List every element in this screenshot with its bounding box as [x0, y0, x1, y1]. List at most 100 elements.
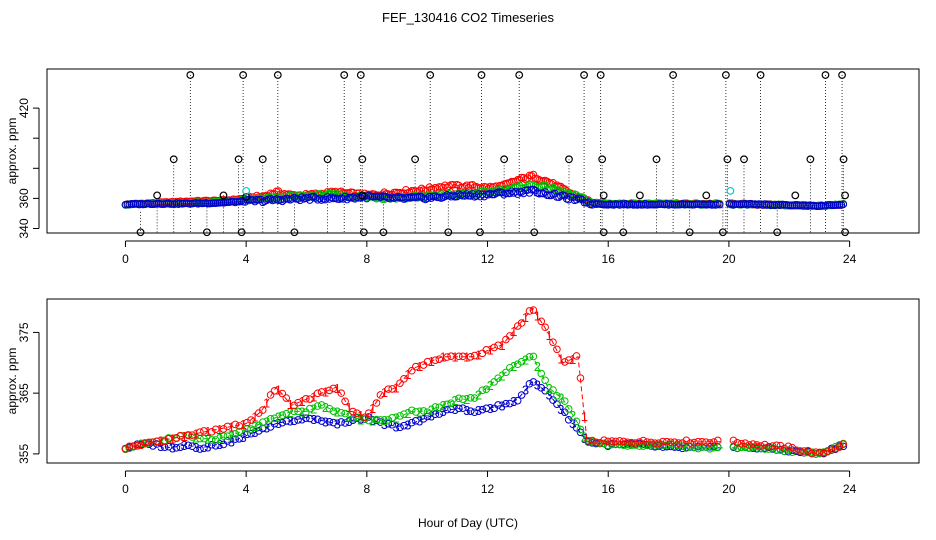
- series-1-point: [282, 394, 291, 402]
- series-1-digit: 1: [557, 352, 564, 367]
- series-1-point: [235, 422, 244, 430]
- series-3-digit: 3: [463, 403, 470, 418]
- series-3-point: [339, 195, 347, 203]
- outlier-point: [756, 71, 765, 79]
- series-2-digit: 2: [463, 392, 470, 407]
- series-1-point: [541, 323, 549, 332]
- series-3-digit: 3: [157, 439, 164, 454]
- series-1-digit: 1: [369, 401, 376, 416]
- series-3-point: [513, 190, 522, 198]
- series-3-point: [276, 195, 285, 204]
- series-2-digit: 2: [416, 404, 423, 419]
- series-1-point: [184, 431, 193, 440]
- series-1-digit: 1: [392, 380, 399, 395]
- series-3-point: [480, 192, 489, 201]
- series-3-point: [315, 194, 324, 203]
- series-2-point: [435, 403, 444, 412]
- series-1-point: [784, 442, 793, 451]
- series-1-point: [772, 441, 781, 450]
- series-2-point: [137, 439, 145, 448]
- series-3-point: [243, 430, 251, 439]
- outlier-point: [839, 155, 848, 164]
- series-1-point: [337, 389, 345, 397]
- series-1-line: [125, 307, 723, 449]
- upper-panel: 0 4 8 12 16 20 24 340 360 420 approx. ppm: [5, 68, 920, 266]
- series-1-point: [808, 449, 816, 458]
- series-3-digit: 3: [251, 425, 258, 440]
- series-3-digit: 3: [487, 401, 494, 416]
- series-2-point: [247, 425, 255, 433]
- series-1-point: [698, 437, 706, 446]
- x-tick-label: 20: [722, 482, 736, 496]
- series-2-point: [407, 406, 416, 415]
- series-2-digit: 2: [251, 419, 258, 434]
- series-3-point: [255, 427, 263, 435]
- series-3-point: [164, 442, 173, 451]
- series-3-digit: 3: [287, 414, 294, 429]
- series-2-digit: 2: [334, 405, 341, 420]
- series-2-point: [231, 430, 240, 438]
- series-3-point: [233, 197, 242, 206]
- series-3-point: [419, 414, 428, 423]
- lower-y-axis-label: approx. ppm: [5, 348, 19, 415]
- series-1-point: [160, 437, 169, 446]
- series-1-point: [372, 399, 381, 407]
- series-2-point: [698, 443, 706, 451]
- series-3-digit: 3: [169, 440, 176, 455]
- series-2-point: [290, 407, 298, 416]
- series-2-point: [737, 443, 746, 452]
- series-3-digit: 3: [192, 440, 199, 455]
- series-3-digit: 3: [534, 378, 541, 393]
- y-tick-label: 375: [17, 322, 31, 342]
- series-1-point: [506, 332, 514, 340]
- series-2-point: [270, 414, 279, 423]
- series-3-point: [249, 196, 257, 204]
- series-3-point: [280, 195, 289, 204]
- outlier-point: [500, 155, 509, 164]
- series-3-point: [443, 405, 451, 414]
- series-3-digit: 3: [381, 417, 388, 432]
- series-1-point: [200, 427, 208, 435]
- series-1-digit: 1: [404, 367, 411, 382]
- series-2-point: [686, 442, 695, 451]
- series-1-point: [231, 420, 240, 429]
- series-2-point: [372, 415, 381, 424]
- series-3-point: [588, 201, 597, 209]
- series-1-point: [749, 440, 757, 448]
- series-3-point: [247, 429, 255, 438]
- series-2-point: [502, 368, 510, 377]
- series-2-point: [376, 416, 385, 424]
- series-2-digit: 2: [345, 409, 352, 424]
- y-tick-label: 340: [17, 218, 31, 238]
- series-2-point: [329, 407, 338, 415]
- series-2-digit: 2: [322, 400, 329, 415]
- series-1-point: [596, 439, 604, 447]
- outlier-point: [411, 155, 420, 164]
- series-1-point: [302, 394, 310, 403]
- series-3-point: [494, 401, 502, 409]
- series-2-point: [639, 442, 648, 450]
- outlier-point: [596, 71, 605, 79]
- series-1-point: [812, 448, 820, 456]
- series-3-point: [294, 195, 302, 203]
- outlier-point: [669, 71, 677, 79]
- series-3-point: [453, 192, 461, 201]
- series-1-point: [468, 180, 477, 189]
- series-1-point: [455, 352, 463, 361]
- series-1-digit: 1: [275, 383, 282, 398]
- series-1-point: [435, 355, 444, 363]
- x-axis-label: Hour of Day (UTC): [418, 516, 518, 530]
- outlier-point: [426, 71, 435, 79]
- series-1-point: [141, 439, 149, 447]
- series-3-point: [441, 192, 449, 201]
- series-1-digit: 1: [510, 324, 517, 339]
- series-2-point: [325, 404, 334, 413]
- series-3-point: [376, 193, 385, 201]
- outlier-point: [685, 228, 694, 237]
- series-3-digit: 3: [334, 416, 341, 431]
- series-1-point: [207, 428, 216, 436]
- series-1-point: [145, 438, 153, 447]
- series-1-point: [584, 436, 593, 445]
- series-3-point: [325, 417, 334, 426]
